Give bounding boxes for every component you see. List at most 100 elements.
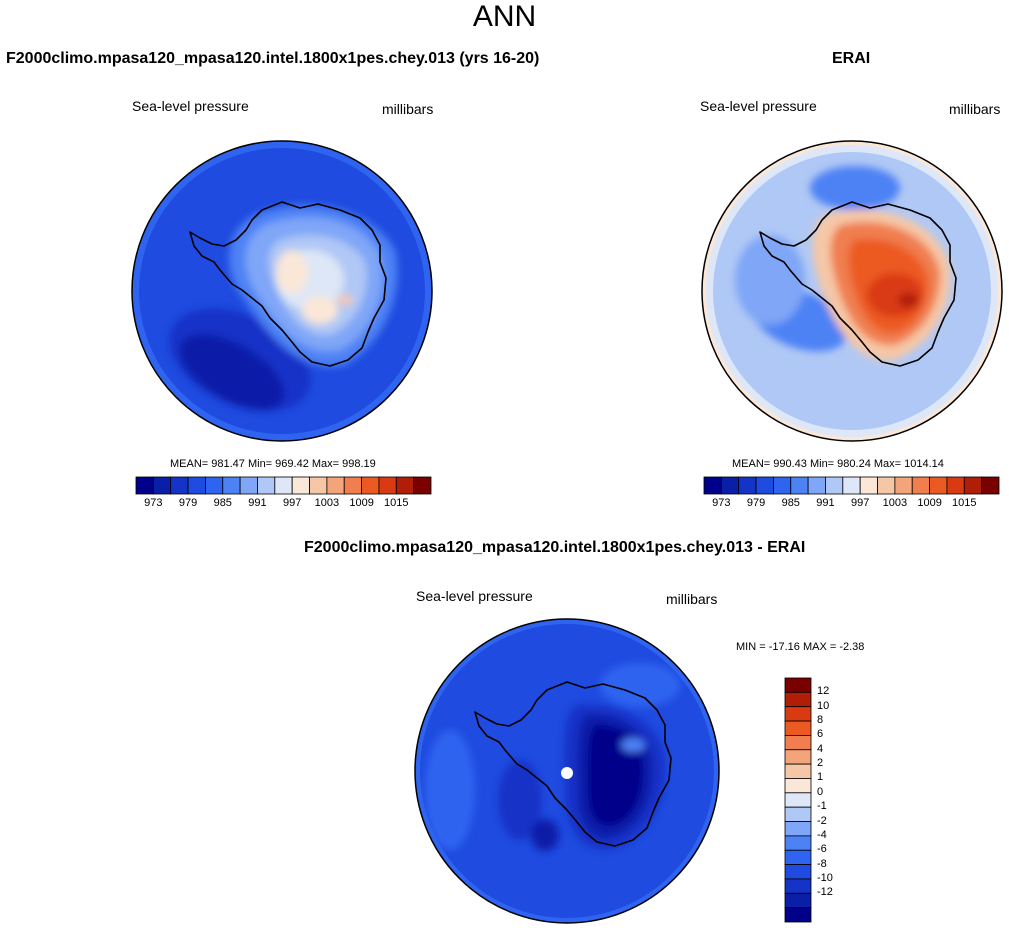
colorbar-difference-tick-label: 12	[817, 685, 830, 698]
colorbar-model-swatch	[395, 476, 415, 495]
panel-3-stats: MIN = -17.16 MAX = -2.38	[736, 641, 865, 653]
colorbar-difference-swatch	[784, 892, 812, 909]
colorbar-erai	[703, 476, 1000, 495]
colorbar-difference-swatch	[784, 821, 812, 837]
colorbar-difference-swatch	[784, 778, 812, 794]
colorbar-difference-swatch	[784, 849, 812, 865]
colorbar-erai-tick-label: 997	[850, 497, 870, 509]
colorbar-difference-tick-label: -12	[817, 886, 833, 899]
panel-1-units: millibars	[382, 101, 434, 117]
map-erai-border	[701, 140, 1003, 442]
colorbar-erai-tick-label: 979	[746, 497, 766, 509]
colorbar-difference-tick-label: 4	[817, 742, 824, 755]
colorbar-erai-swatch	[703, 476, 722, 495]
colorbar-model-tick-label: 1003	[314, 497, 340, 509]
colorbar-model-swatch	[187, 476, 206, 495]
colorbar-difference-swatch	[784, 864, 812, 880]
colorbar-erai-tick-label: 985	[781, 497, 800, 509]
colorbar-difference-tick-label: 6	[817, 728, 824, 741]
colorbar-erai-tick-label: 991	[816, 497, 835, 509]
colorbar-model-swatch	[326, 476, 345, 495]
panel-2-variable: Sea-level pressure	[700, 98, 817, 114]
colorbar-model-swatch	[413, 476, 432, 495]
panel-1-variable: Sea-level pressure	[132, 98, 249, 114]
colorbar-difference-tick-label: -4	[817, 828, 827, 841]
colorbar-difference	[784, 677, 812, 923]
colorbar-difference-tick-label: -6	[817, 843, 827, 856]
colorbar-difference-tick-label: -2	[817, 814, 827, 827]
colorbar-model-tick-label: 979	[178, 497, 198, 509]
colorbar-model-swatch	[378, 476, 397, 495]
map-difference	[415, 619, 719, 923]
colorbar-difference-swatch	[784, 878, 812, 894]
panel-2-stats: MEAN= 990.43 Min= 980.24 Max= 1014.14	[732, 458, 944, 470]
page-title: ANN	[472, 0, 537, 33]
map-model	[132, 141, 432, 441]
colorbar-model	[135, 476, 432, 495]
colorbar-model-swatch	[152, 476, 172, 495]
colorbar-erai-swatch	[773, 476, 792, 495]
colorbar-erai-swatch	[790, 476, 809, 495]
colorbar-erai-tick-label: 1015	[952, 497, 977, 509]
colorbar-erai-swatch	[738, 476, 757, 495]
colorbar-model-swatch	[257, 476, 276, 495]
colorbar-difference-swatch	[784, 835, 812, 851]
antarctica-outline-erai	[759, 201, 957, 367]
colorbar-difference-swatch	[784, 763, 812, 779]
colorbar-erai-tick-label: 973	[712, 497, 731, 509]
colorbar-erai-swatch	[981, 476, 1000, 495]
colorbar-model-swatch	[291, 476, 310, 495]
colorbar-model-swatch	[205, 476, 224, 495]
colorbar-erai-swatch	[859, 476, 878, 495]
panel-3-title: F2000climo.mpasa120_mpasa120.intel.1800x…	[304, 539, 806, 556]
colorbar-model-swatch	[274, 476, 293, 495]
colorbar-erai-swatch	[929, 476, 948, 495]
panel-2-units: millibars	[949, 101, 1001, 117]
colorbar-model-swatch	[222, 476, 241, 495]
pole-marker	[561, 767, 573, 779]
colorbar-erai-swatch	[946, 476, 965, 495]
map-erai	[702, 141, 1002, 441]
panel-1-title: F2000climo.mpasa120_mpasa120.intel.1800x…	[6, 50, 540, 67]
colorbar-difference-tick-label: -8	[817, 857, 827, 870]
colorbar-difference-tick-label: -1	[817, 800, 827, 813]
colorbar-difference-swatch	[784, 907, 812, 923]
colorbar-difference-tick-label: 1	[817, 771, 824, 784]
antarctica-outline-difference	[474, 681, 672, 847]
antarctica-outline-model	[189, 201, 387, 367]
colorbar-erai-tick-label: 1009	[917, 497, 942, 509]
colorbar-model-tick-label: 973	[144, 497, 163, 509]
colorbar-model-tick-label: 991	[248, 497, 267, 509]
map-difference-border	[414, 618, 720, 924]
colorbar-model-swatch	[135, 476, 154, 495]
panel-1-stats: MEAN= 981.47 Min= 969.42 Max= 998.19	[170, 458, 376, 470]
colorbar-model-tick-label: 985	[213, 497, 232, 509]
colorbar-difference-tick-label: 0	[817, 785, 824, 798]
colorbar-difference-swatch	[784, 720, 812, 736]
colorbar-model-tick-label: 997	[282, 497, 302, 509]
colorbar-erai-swatch	[807, 476, 826, 495]
colorbar-erai-swatch	[894, 476, 913, 495]
colorbar-difference-swatch	[784, 749, 812, 765]
colorbar-difference-tick-label: 10	[817, 699, 830, 712]
colorbar-difference-swatch	[784, 706, 812, 722]
panel-3-variable: Sea-level pressure	[416, 588, 533, 604]
colorbar-difference-swatch	[784, 691, 812, 708]
colorbar-model-swatch	[361, 476, 380, 495]
colorbar-difference-tick-label: 2	[817, 757, 824, 770]
colorbar-difference-swatch	[784, 806, 812, 822]
panel-2-title: ERAI	[832, 50, 871, 67]
colorbar-erai-tick-label: 1003	[882, 497, 908, 509]
colorbar-model-swatch	[239, 476, 258, 495]
colorbar-erai-swatch	[755, 476, 774, 495]
colorbar-erai-swatch	[825, 476, 844, 495]
colorbar-model-swatch	[343, 476, 362, 495]
colorbar-erai-swatch	[963, 476, 983, 495]
colorbar-erai-swatch	[877, 476, 896, 495]
colorbar-difference-swatch	[784, 735, 812, 751]
colorbar-erai-swatch	[911, 476, 930, 495]
colorbar-erai-swatch	[842, 476, 861, 495]
map-model-border	[131, 140, 433, 442]
colorbar-difference-swatch	[784, 792, 812, 808]
